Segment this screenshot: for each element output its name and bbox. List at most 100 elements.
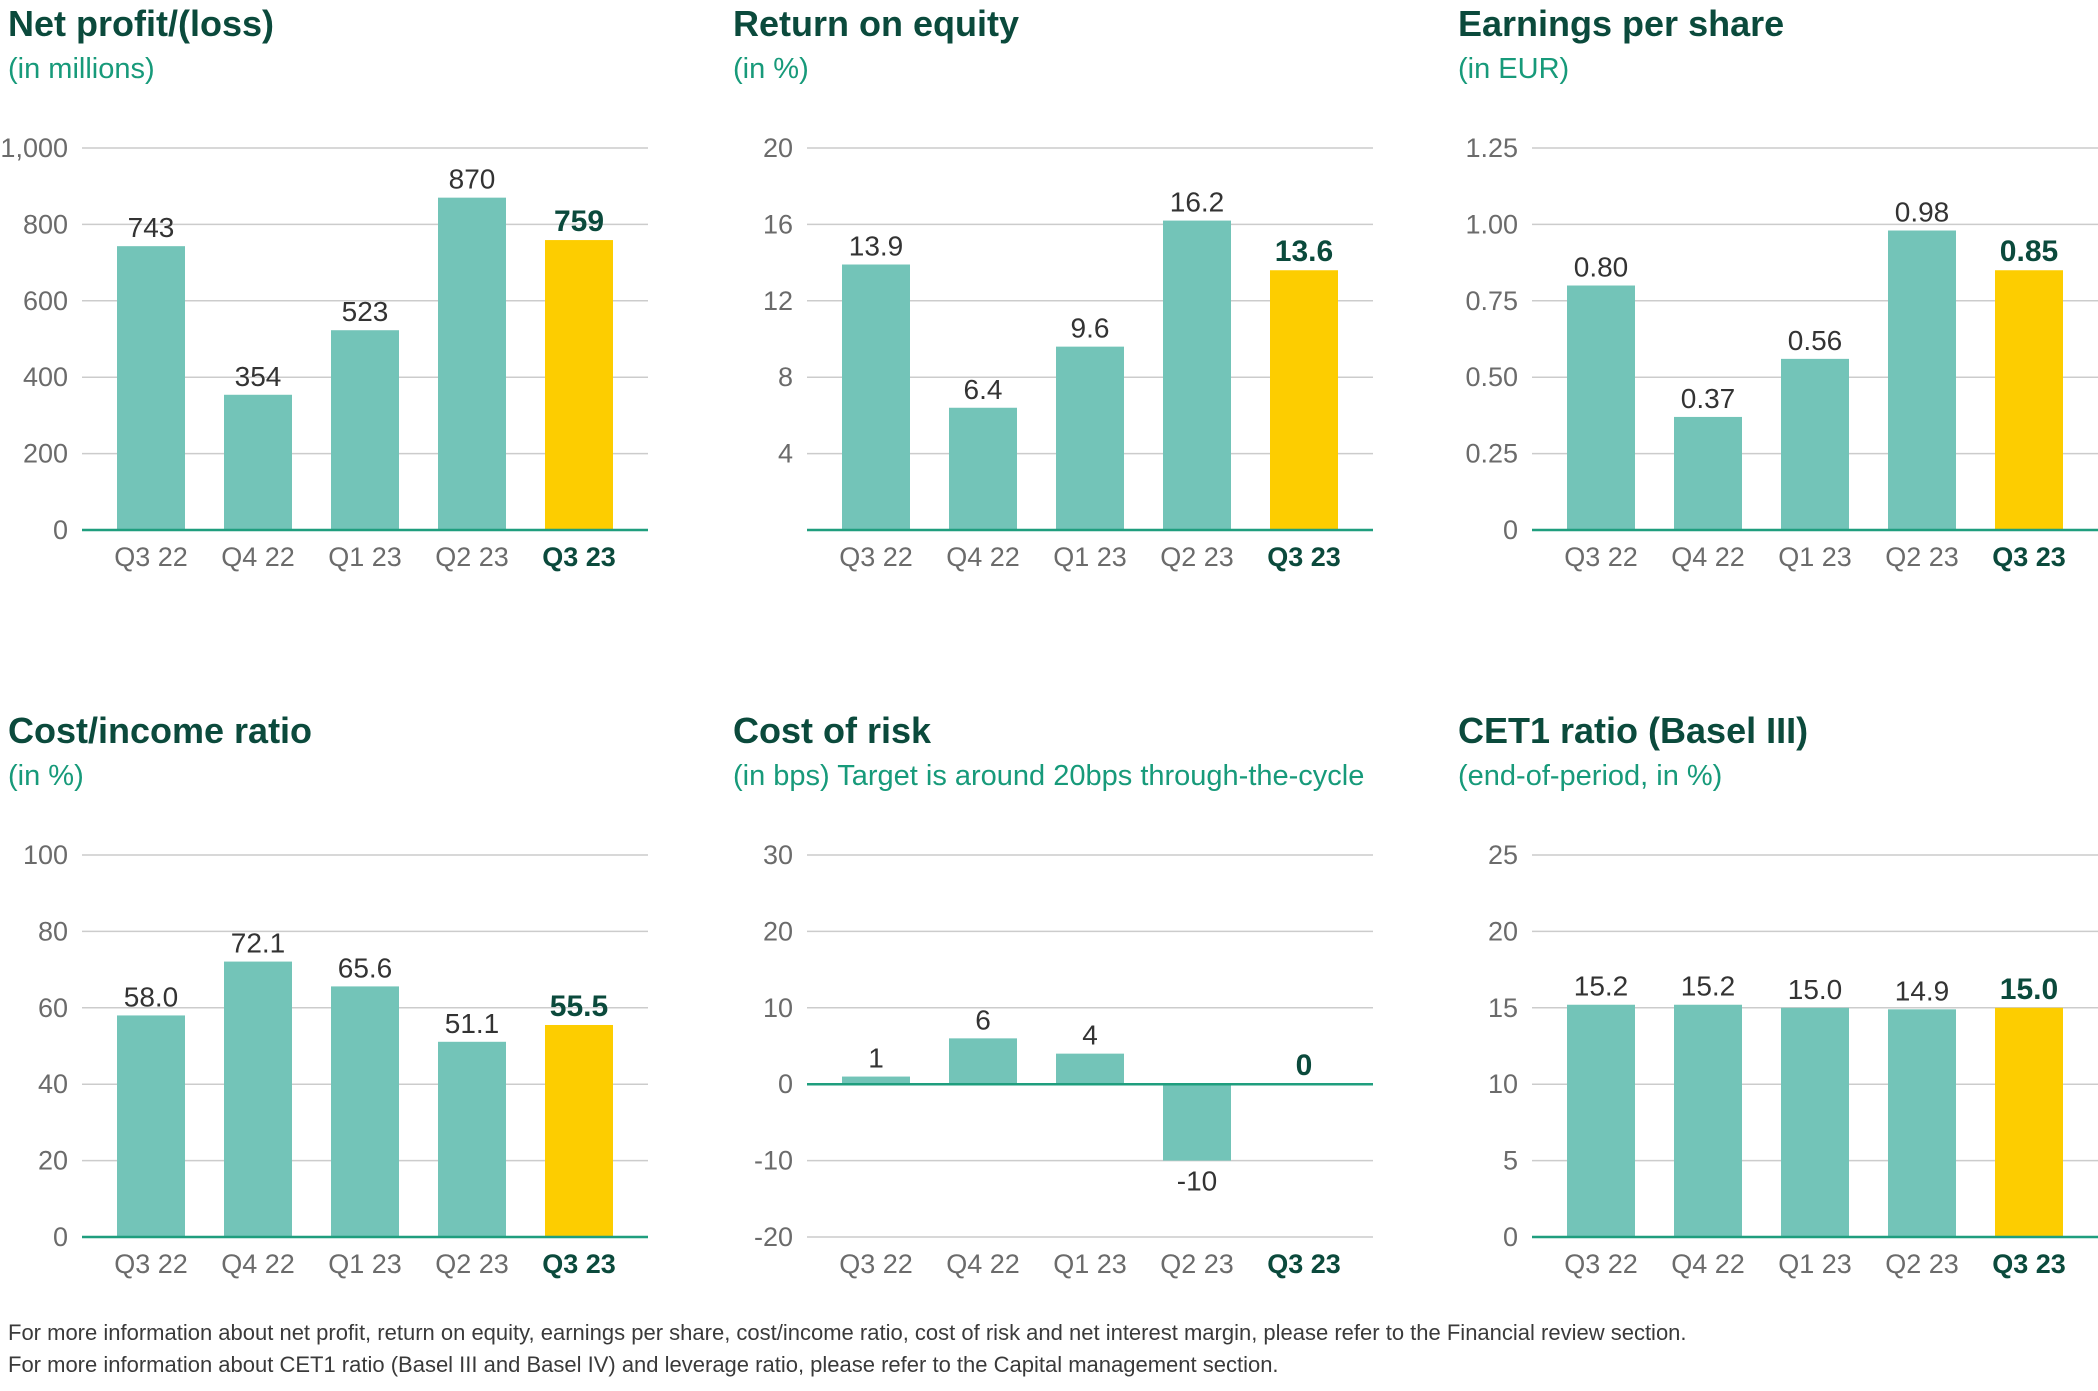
chart-title: CET1 ratio (Basel III) (1458, 710, 1808, 751)
chart-title: Net profit/(loss) (8, 3, 274, 44)
chart-panel-4: Cost/income ratio (in %) 0 20 40 60 80 100 58.0 Q… (8, 710, 648, 1279)
y-tick-label: 20 (1488, 916, 1518, 946)
x-tick-label: Q1 23 (328, 542, 402, 572)
bar-q3-22 (117, 1015, 185, 1237)
y-tick-label: 200 (23, 439, 68, 469)
data-label: 15.0 (1788, 974, 1843, 1005)
chart-subtitle: (in EUR) (1458, 53, 1569, 85)
bar-q1-23 (1056, 1053, 1124, 1085)
bar-q3-23 (545, 1024, 613, 1237)
data-label: 6.4 (964, 374, 1003, 405)
y-tick-label: 0 (53, 515, 68, 545)
y-tick-label: 20 (38, 1146, 68, 1176)
x-tick-label: Q3 22 (1564, 542, 1638, 572)
y-tick-label: 12 (763, 286, 793, 316)
x-tick-label: Q2 23 (435, 542, 509, 572)
x-tick-label: Q3 23 (1992, 1249, 2066, 1279)
chart-title: Cost/income ratio (8, 710, 312, 751)
y-tick-label: 80 (38, 916, 68, 946)
bar-q1-23 (331, 330, 399, 530)
data-label: 354 (235, 361, 282, 392)
x-tick-label: Q4 22 (946, 542, 1020, 572)
chart-subtitle: (in millions) (8, 53, 155, 85)
bar-q3-23 (1995, 1007, 2063, 1237)
data-label: 743 (128, 212, 175, 243)
bar-q3-23 (1995, 270, 2063, 530)
chart-panel-2: Return on equity (in %) 4 8 12 16 20 13.9 Q3 22 6… (733, 3, 1373, 572)
chart-subtitle: (in bps) Target is around 20bps through-… (733, 760, 1364, 792)
y-tick-label: 10 (1488, 1069, 1518, 1099)
y-tick-label: 1.00 (1465, 209, 1518, 239)
y-tick-label: 40 (38, 1069, 68, 1099)
bar-q2-23 (1888, 1009, 1956, 1237)
bar-q4-22 (1674, 416, 1742, 530)
x-tick-label: Q3 23 (1992, 542, 2066, 572)
bar-q2-23 (1163, 220, 1231, 530)
bar-q4-22 (949, 407, 1017, 530)
y-tick-label: 800 (23, 209, 68, 239)
data-label: 13.6 (1275, 235, 1333, 268)
x-tick-label: Q3 23 (1267, 542, 1341, 572)
bar-q4-22 (224, 961, 292, 1237)
y-tick-label: 60 (38, 993, 68, 1023)
bar-q1-23 (331, 986, 399, 1237)
chart-title: Return on equity (733, 3, 1019, 44)
data-label: 16.2 (1170, 187, 1225, 218)
x-tick-label: Q1 23 (1778, 542, 1852, 572)
y-tick-label: 20 (763, 133, 793, 163)
chart-panel-5: Cost of risk (in bps) Target is around 20… (733, 710, 1373, 1279)
x-tick-label: Q4 22 (1671, 542, 1745, 572)
chart-subtitle: (in %) (733, 53, 809, 85)
x-tick-label: Q1 23 (1053, 542, 1127, 572)
data-label: 72.1 (231, 928, 286, 959)
y-tick-label: -10 (754, 1146, 793, 1176)
data-label: 51.1 (445, 1008, 500, 1039)
y-tick-label: 0 (778, 1069, 793, 1099)
x-tick-label: Q2 23 (435, 1249, 509, 1279)
bar-q3-22 (1567, 285, 1635, 530)
footnote-financial-review: For more information about net profit, r… (8, 1320, 1687, 1345)
data-label: 6 (975, 1004, 991, 1035)
x-tick-label: Q3 22 (1564, 1249, 1638, 1279)
data-label: 0.56 (1788, 325, 1843, 356)
chart-panel-6: CET1 ratio (Basel III) (end-of-period, in… (1458, 710, 2098, 1279)
data-label: 1 (868, 1043, 884, 1074)
bar-q4-22 (224, 394, 292, 530)
bar-q3-22 (117, 246, 185, 530)
bar-q1-23 (1781, 358, 1849, 530)
data-label: 15.2 (1574, 971, 1629, 1002)
x-tick-label: Q3 22 (114, 542, 188, 572)
y-tick-label: 20 (763, 916, 793, 946)
y-tick-label: 1,000 (0, 133, 68, 163)
bar-q3-22 (842, 264, 910, 530)
data-label: 0.98 (1895, 197, 1950, 228)
x-tick-label: Q4 22 (946, 1249, 1020, 1279)
data-label: 759 (554, 205, 604, 238)
y-tick-label: -20 (754, 1222, 793, 1252)
data-label: 0 (1296, 1049, 1313, 1082)
x-tick-label: Q2 23 (1885, 1249, 1959, 1279)
chart-title: Earnings per share (1458, 3, 1784, 44)
y-tick-label: 0.50 (1465, 362, 1518, 392)
x-tick-label: Q4 22 (221, 542, 295, 572)
data-label: 0.37 (1681, 383, 1736, 414)
x-tick-label: Q3 22 (839, 542, 913, 572)
x-tick-label: Q4 22 (221, 1249, 295, 1279)
y-tick-label: 8 (778, 362, 793, 392)
chart-panel-3: Earnings per share (in EUR) 0 0.25 0.50 0.75 1… (1458, 3, 2098, 572)
bar-q1-23 (1781, 1007, 1849, 1237)
y-tick-label: 30 (763, 840, 793, 870)
data-label: -10 (1177, 1166, 1217, 1197)
bar-q1-23 (1056, 346, 1124, 530)
data-label: 523 (342, 296, 389, 327)
bar-q2-23 (1163, 1084, 1231, 1161)
data-label: 58.0 (124, 981, 179, 1012)
bar-q2-23 (1888, 230, 1956, 530)
x-tick-label: Q1 23 (1053, 1249, 1127, 1279)
data-label: 15.2 (1681, 971, 1736, 1002)
y-tick-label: 0 (1503, 1222, 1518, 1252)
y-tick-label: 0.75 (1465, 286, 1518, 316)
y-tick-label: 25 (1488, 840, 1518, 870)
y-tick-label: 1.25 (1465, 133, 1518, 163)
